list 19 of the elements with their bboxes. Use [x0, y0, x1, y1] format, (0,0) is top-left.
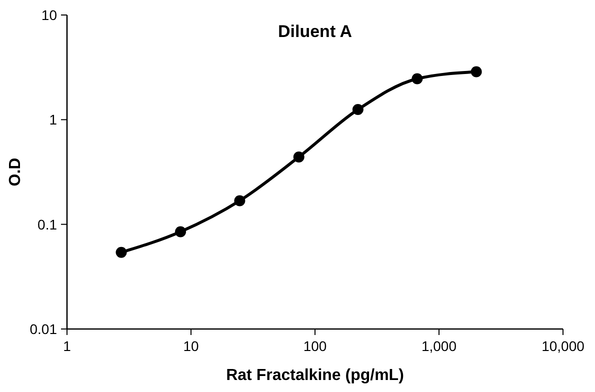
x-tick-label: 10,000 — [542, 338, 585, 354]
point — [175, 226, 186, 238]
point — [234, 195, 246, 206]
y-tick-label: 1 — [49, 112, 58, 128]
x-tick-label: 1 — [63, 338, 72, 354]
point — [116, 246, 127, 258]
x-tick-label: 1,000 — [421, 338, 457, 354]
point — [293, 151, 304, 162]
point — [352, 104, 364, 116]
point — [412, 73, 423, 84]
y-axis-title: O.D — [7, 158, 24, 186]
y-tick-label: 10 — [41, 7, 58, 23]
y-tick-label: 0.1 — [38, 216, 58, 232]
x-axis-title: Rat Fractalkine (pg/mL) — [226, 367, 404, 384]
x-tick-label: 100 — [303, 338, 327, 354]
point — [470, 66, 482, 78]
y-tick-label: 0.01 — [30, 321, 58, 337]
chart-title: Diluent A — [278, 22, 352, 41]
x-tick-label: 10 — [183, 338, 199, 354]
